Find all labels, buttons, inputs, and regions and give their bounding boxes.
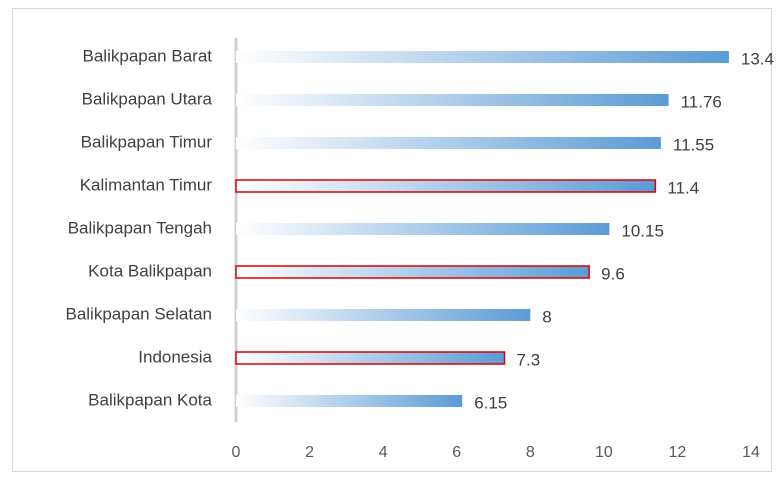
data-label: 11.76 [681,92,722,111]
data-label: 10.15 [621,221,664,240]
x-tick-label: 10 [595,444,613,461]
y-tick-label: Balikpapan Utara [82,89,213,108]
x-tick-label: 14 [742,444,760,461]
x-tick-label: 8 [526,444,535,461]
data-label: 9.6 [601,264,625,283]
y-tick-label: Balikpapan Barat [83,46,213,65]
data-label: 13.4 [741,49,774,68]
y-tick-label: Balikpapan Timur [81,132,213,151]
bar [235,179,657,193]
y-tick-label: Kalimantan Timur [80,175,213,194]
bar [236,223,610,235]
data-label: 7.3 [517,350,541,369]
y-tick-label: Balikpapan Tengah [68,218,212,237]
x-tick-label: 4 [379,444,388,461]
bar [236,94,669,106]
data-label: 11.4 [667,178,699,197]
data-label: 6.15 [474,393,507,412]
x-tick-label: 6 [452,444,461,461]
x-tick-label: 12 [669,444,687,461]
bar [235,351,506,365]
data-label: 11.55 [673,135,714,154]
x-tick-label: 2 [305,444,314,461]
y-tick-label: Balikpapan Selatan [65,304,212,323]
bar [236,137,661,149]
x-tick-label: 0 [232,444,241,461]
bar [236,51,729,63]
chart-frame [12,8,772,472]
y-tick-label: Kota Balikpapan [88,261,212,280]
bar [235,265,590,279]
y-tick-label: Balikpapan Kota [88,390,212,409]
bar [236,395,463,407]
bar [236,309,531,321]
y-tick-label: Indonesia [138,347,212,366]
data-label: 8 [542,307,551,326]
